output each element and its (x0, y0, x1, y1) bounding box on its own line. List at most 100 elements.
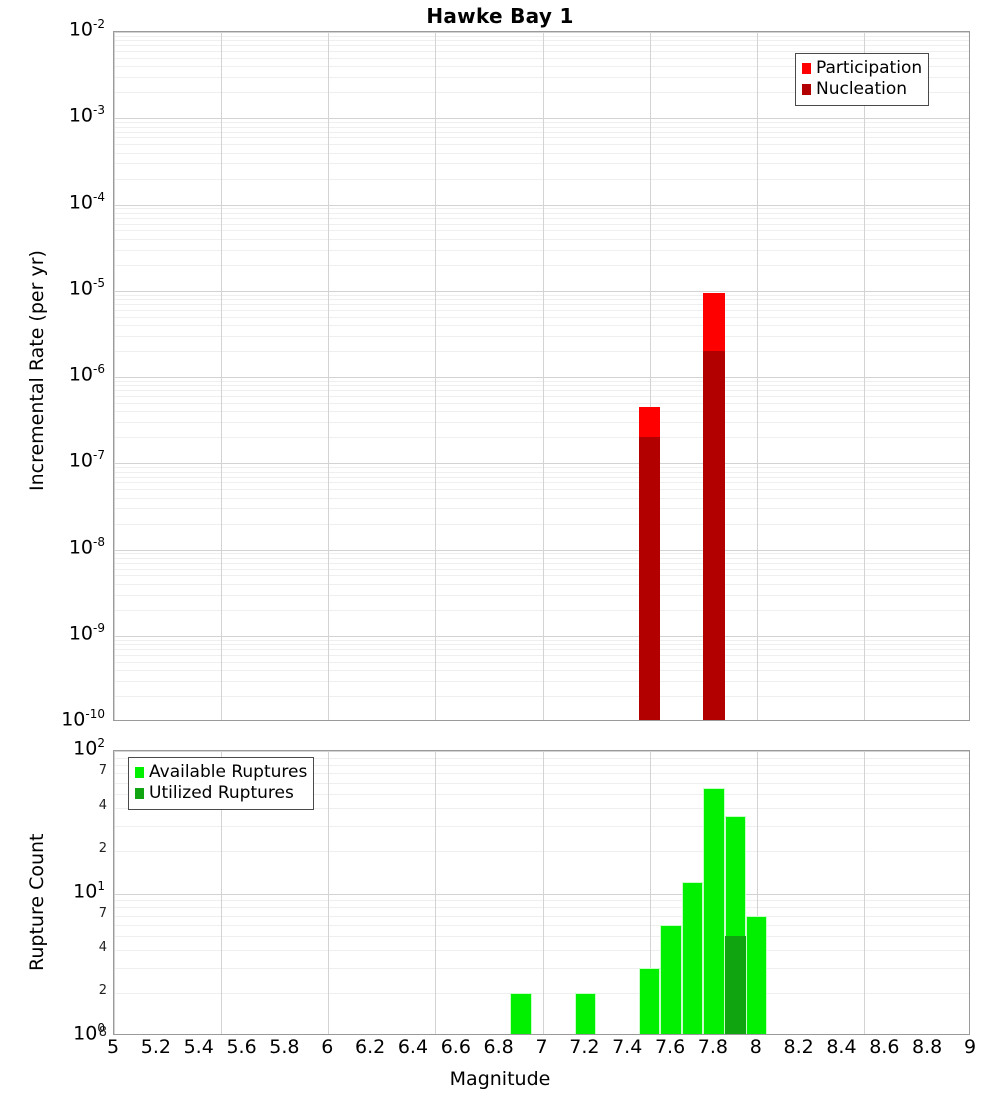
legend-item: Participation (802, 58, 922, 79)
legend-swatch (135, 788, 144, 799)
gridline-horizontal (114, 118, 969, 120)
gridline-horizontal (114, 316, 969, 318)
gridline-horizontal (114, 907, 969, 909)
x-tick-label: 8 (749, 1036, 762, 1058)
available-ruptures-bar (660, 925, 682, 1034)
gridline-horizontal (114, 936, 969, 938)
gridline-horizontal (114, 482, 969, 484)
gridline-horizontal (114, 508, 969, 510)
x-tick-label: 7.6 (654, 1036, 686, 1058)
gridline-horizontal (114, 594, 969, 596)
gridline-horizontal (114, 238, 969, 240)
gridline-horizontal (114, 609, 969, 611)
legend-swatch (802, 63, 811, 74)
gridline-horizontal (114, 212, 969, 214)
gridline-horizontal (114, 152, 969, 154)
gridline-horizontal (114, 557, 969, 559)
gridline-horizontal (114, 968, 969, 969)
gridline-horizontal (114, 654, 969, 656)
gridline-horizontal (114, 467, 969, 469)
gridline-horizontal (114, 757, 969, 759)
gridline-horizontal (114, 807, 969, 809)
available-ruptures-bar (510, 993, 532, 1034)
gridline-horizontal (114, 782, 969, 784)
gridline-horizontal (114, 208, 969, 210)
gridline-horizontal (114, 325, 969, 327)
gridline-vertical (542, 751, 544, 1034)
gridline-horizontal (114, 57, 969, 59)
gridline-horizontal (114, 178, 969, 180)
gridline-horizontal (114, 639, 969, 641)
legend-item: Available Ruptures (135, 762, 307, 783)
gridline-horizontal (114, 144, 969, 146)
gridline-horizontal (114, 900, 969, 902)
gridline-horizontal (114, 299, 969, 301)
gridline-horizontal (114, 66, 969, 68)
page-title: Hawke Bay 1 (426, 4, 574, 28)
top-panel-plot-area (113, 31, 970, 721)
gridline-horizontal (114, 549, 969, 551)
x-tick-label: 7.8 (697, 1036, 728, 1058)
x-tick-label: 7.2 (569, 1036, 600, 1058)
y-tick-label: 102 (73, 736, 105, 760)
x-tick-label: 6.6 (440, 1036, 471, 1058)
y-tick-label: 10-8 (68, 534, 105, 558)
gridline-horizontal (114, 680, 969, 682)
available-ruptures-bar (703, 787, 725, 1034)
gridline-horizontal (114, 764, 969, 766)
gridline-horizontal (114, 915, 969, 917)
gridline-horizontal (114, 309, 969, 311)
gridline-horizontal (114, 644, 969, 646)
gridline-horizontal (114, 137, 969, 139)
gridline-horizontal (114, 471, 969, 473)
gridline-horizontal (114, 437, 969, 439)
y-minor-tick-label: 7 (98, 905, 107, 921)
y-tick-label: 10-2 (68, 17, 105, 41)
utilized-ruptures-bar (724, 936, 747, 1034)
gridline-horizontal (114, 893, 969, 895)
top-panel-y-axis-title: Incremental Rate (per yr) (26, 250, 48, 491)
gridline-vertical (756, 32, 758, 720)
gridline-horizontal (114, 304, 969, 306)
gridline-horizontal (114, 635, 969, 637)
gridline-horizontal (114, 126, 969, 128)
gridline-horizontal (114, 825, 969, 827)
legend-label: Utilized Ruptures (149, 783, 294, 803)
y-tick-label: 101 (73, 878, 105, 902)
x-tick-label: 5 (106, 1036, 120, 1058)
gridline-horizontal (114, 77, 969, 79)
y-tick-label: 10-3 (68, 103, 105, 127)
legend-swatch (135, 767, 144, 778)
gridline-horizontal (114, 290, 969, 292)
gridline-vertical (649, 32, 651, 720)
gridline-vertical (435, 751, 437, 1034)
y-tick-label: 10-7 (68, 448, 105, 472)
gridline-horizontal (114, 380, 969, 382)
legend-label: Participation (816, 58, 923, 78)
gridline-vertical (756, 751, 758, 1034)
gridline-horizontal (114, 385, 969, 387)
gridline-horizontal (114, 351, 969, 353)
gridline-horizontal (114, 463, 969, 465)
x-tick-label: 5.2 (140, 1036, 171, 1058)
legend-item: Utilized Ruptures (135, 783, 307, 804)
nucleation-bar (638, 437, 661, 720)
x-tick-label: 7 (535, 1036, 548, 1058)
gridline-horizontal (114, 122, 969, 124)
gridline-horizontal (114, 396, 969, 398)
x-tick-label: 5.6 (226, 1036, 257, 1058)
gridline-horizontal (114, 993, 969, 995)
nucleation-bar (703, 351, 725, 720)
legend-label: Available Ruptures (149, 762, 308, 782)
gridline-horizontal (114, 163, 969, 165)
gridline-horizontal (114, 264, 969, 266)
y-minor-tick-label: 2 (98, 840, 107, 856)
gridline-horizontal (114, 568, 969, 570)
y-tick-label: 10-4 (68, 189, 105, 213)
x-tick-label: 6.4 (397, 1036, 429, 1058)
available-ruptures-bar (638, 968, 661, 1034)
gridline-horizontal (114, 35, 969, 37)
gridline-horizontal (114, 249, 969, 251)
gridline-horizontal (114, 40, 969, 42)
gridline-horizontal (114, 422, 969, 424)
